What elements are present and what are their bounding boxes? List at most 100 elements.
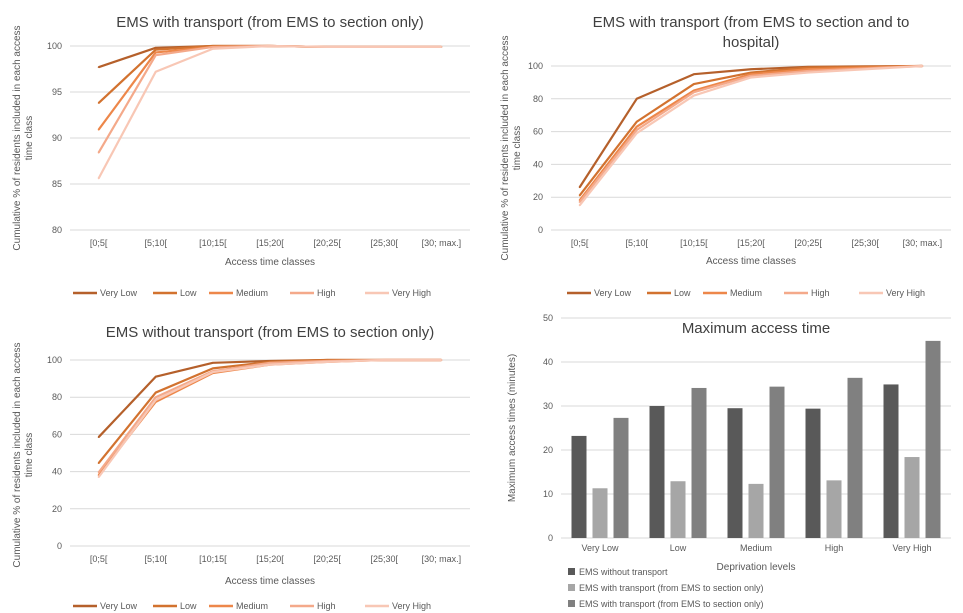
data-point — [269, 45, 271, 47]
x-tick-label: [30; max.] — [422, 238, 462, 248]
x-tick-label: [20;25[ — [794, 238, 822, 248]
data-point — [693, 91, 695, 94]
x-tick-label: [10;15[ — [199, 238, 227, 248]
legend-entry: High — [317, 288, 336, 298]
data-point — [97, 151, 100, 154]
y-axis-label-line: Cumulative % of residents included in ea… — [500, 35, 511, 260]
y-tick-label: 40 — [533, 159, 543, 169]
series-line-3 — [97, 358, 442, 474]
data-point — [635, 98, 638, 100]
data-point — [807, 66, 809, 69]
y-axis-label: Cumulative % of residents included in ea… — [500, 35, 523, 260]
x-tick-label: [25;30[ — [852, 238, 880, 248]
data-point — [154, 70, 157, 73]
legend-entry: Very High — [392, 288, 431, 298]
y-tick-label: 100 — [528, 61, 543, 71]
series-line-4 — [97, 358, 442, 478]
y-tick-label: 80 — [52, 392, 62, 402]
x-tick-label: Medium — [740, 543, 772, 553]
y-tick-label: 100 — [47, 355, 62, 365]
data-point — [693, 83, 695, 85]
data-point — [97, 66, 100, 68]
data-point — [693, 94, 695, 97]
data-point — [154, 47, 157, 49]
legend-swatch — [568, 568, 575, 575]
x-tick-label: [10;15[ — [199, 554, 227, 564]
bar-0 — [883, 384, 899, 538]
legend-entry: Low — [674, 288, 691, 298]
x-axis-label: Deprivation levels — [717, 562, 796, 573]
chart-title: hospital) — [723, 34, 780, 51]
x-tick-label: Low — [670, 543, 687, 553]
x-tick-label: [5;10[ — [625, 238, 648, 248]
y-axis-label: Cumulative % of residents included in ea… — [12, 25, 35, 250]
legend-entry: High — [811, 288, 830, 298]
data-point — [154, 375, 157, 378]
y-tick-label: 40 — [543, 357, 553, 367]
x-axis-label: Access time classes — [225, 257, 315, 268]
data-point — [97, 471, 100, 474]
data-point — [154, 396, 157, 398]
y-tick-label: 60 — [533, 127, 543, 137]
y-axis-label: Cumulative % of residents included in ea… — [12, 342, 35, 567]
bar-1 — [670, 481, 686, 538]
data-point — [578, 194, 581, 197]
chart-ems-without-transport: EMS without transport (from EMS to secti… — [12, 324, 470, 611]
chart-ems-transport-section: EMS with transport (from EMS to section … — [12, 14, 470, 298]
data-point — [807, 71, 809, 74]
data-point — [750, 75, 752, 77]
series-line-2 — [578, 64, 923, 202]
y-tick-label: 100 — [47, 41, 62, 51]
y-axis-label-line: time class — [512, 126, 523, 170]
x-tick-label: [10;15[ — [680, 238, 708, 248]
x-tick-label: [25;30[ — [371, 238, 399, 248]
data-point — [440, 359, 443, 361]
data-point — [635, 129, 638, 131]
y-tick-label: 95 — [52, 87, 62, 97]
bar-0 — [805, 408, 821, 538]
legend-entry: Very High — [886, 288, 925, 298]
y-tick-label: 90 — [52, 133, 62, 143]
y-tick-label: 20 — [543, 445, 553, 455]
legend-swatch — [568, 600, 575, 607]
x-tick-label: [0;5[ — [90, 238, 108, 248]
chart-title: EMS with transport (from EMS to section … — [593, 14, 910, 31]
chart-ems-transport-section-hospital: EMS with transport (from EMS to section … — [500, 14, 951, 298]
data-point — [383, 359, 386, 361]
data-point — [97, 102, 100, 104]
data-point — [578, 201, 581, 203]
y-tick-label: 0 — [548, 533, 553, 543]
y-tick-label: 80 — [533, 94, 543, 104]
data-point — [750, 68, 752, 71]
data-point — [97, 476, 100, 478]
x-axis-label: Access time classes — [225, 576, 315, 587]
series-line-2 — [97, 44, 442, 131]
x-tick-label: [15;20[ — [256, 238, 284, 248]
legend-entry: EMS with transport (from EMS to section … — [579, 599, 764, 609]
data-point — [154, 399, 157, 401]
x-tick-label: [5;10[ — [144, 238, 167, 248]
x-tick-label: Very Low — [581, 543, 619, 553]
data-point — [326, 361, 328, 363]
legend-swatch — [568, 584, 575, 591]
data-point — [807, 68, 809, 71]
y-axis-label: Maximum access times (minutes) — [507, 354, 518, 502]
data-point — [750, 71, 752, 74]
data-point — [154, 51, 157, 54]
y-tick-label: 20 — [52, 504, 62, 514]
y-tick-label: 0 — [57, 541, 62, 551]
y-tick-label: 10 — [543, 489, 553, 499]
data-point — [269, 361, 271, 364]
data-point — [578, 204, 581, 207]
data-point — [326, 46, 328, 48]
data-point — [440, 46, 443, 48]
series-line-1 — [97, 44, 442, 104]
data-point — [383, 46, 386, 48]
y-tick-label: 60 — [52, 429, 62, 439]
data-point — [97, 462, 100, 465]
data-point — [921, 65, 924, 67]
bar-2 — [691, 387, 707, 538]
y-tick-label: 0 — [538, 225, 543, 235]
bar-2 — [847, 377, 863, 538]
legend-entry: Very High — [392, 601, 431, 611]
